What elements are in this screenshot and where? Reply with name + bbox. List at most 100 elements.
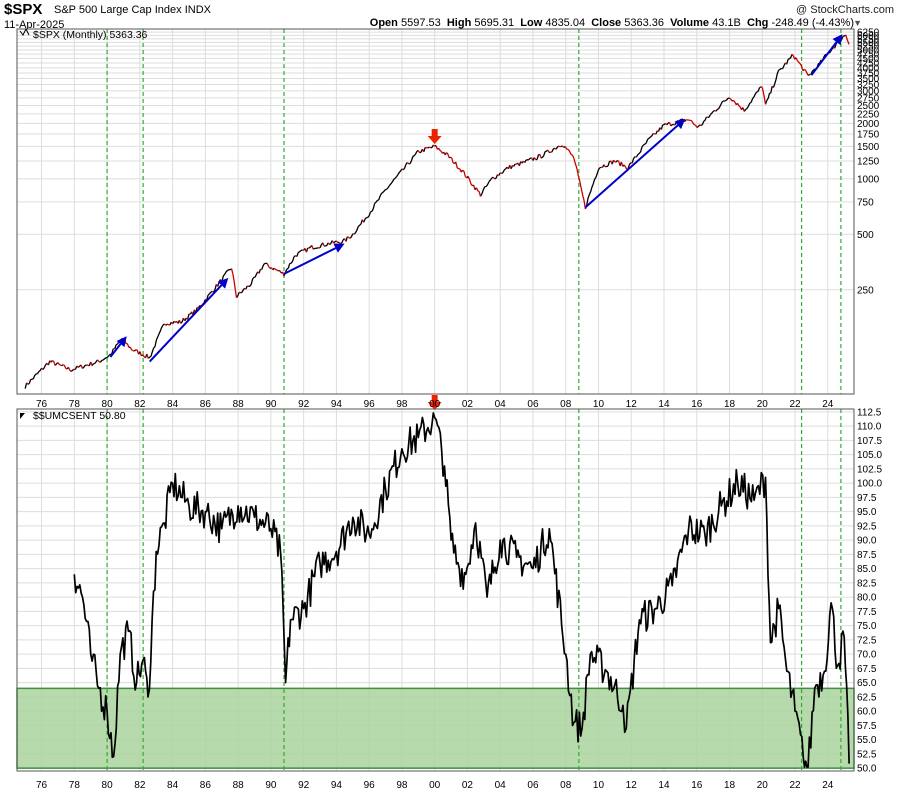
axis-labels: 6250600057505500525050004750450042504000… [36, 28, 882, 791]
price-x-tick-label: 94 [331, 399, 343, 410]
price-x-tick-label: 12 [626, 399, 638, 410]
security-name-text: S&P 500 Large Cap Index [54, 4, 182, 16]
price-x-tick-label: 24 [822, 399, 834, 410]
series-marker-icon [20, 413, 25, 419]
price-x-tick-label: 88 [233, 399, 245, 410]
price-peak-marker [427, 129, 442, 144]
price-panel-label: $SPX (Monthly) 5363.36 [33, 29, 148, 41]
price-y-tick-label: 2750 [857, 93, 880, 104]
trend-arrow-head [832, 34, 843, 46]
sentiment-x-tick-label: 00 [429, 780, 441, 791]
price-x-tick-label: 14 [658, 399, 670, 410]
price-panel-bg [17, 29, 854, 394]
sentiment-y-tick-label: 52.5 [857, 749, 877, 760]
price-y-tick-label: 4250 [857, 59, 880, 70]
sentiment-y-tick-label: 50.0 [857, 764, 877, 775]
price-y-tick-label: 5750 [857, 34, 880, 45]
price-x-tick-label: 92 [298, 399, 310, 410]
price-x-tick-label: 78 [69, 399, 81, 410]
price-x-tick-label: 98 [396, 399, 408, 410]
price-y-tick-label: 5000 [857, 46, 880, 57]
price-y-tick-label: 4000 [857, 63, 880, 74]
sentiment-x-tick-label: 98 [396, 780, 408, 791]
exchange-code: INDX [184, 4, 211, 16]
trend-arrow-head [217, 277, 229, 289]
sentiment-x-tick-label: 88 [233, 780, 245, 791]
price-x-tick-label: 84 [167, 399, 179, 410]
price-y-tick-label: 750 [857, 197, 874, 208]
price-x-tick-label: 76 [36, 399, 48, 410]
sentiment-x-tick-label: 76 [36, 780, 48, 791]
quote-bar: Open 5597.53 High 5695.31 Low 4835.04 Cl… [370, 17, 854, 29]
price-y-tick-label: 4750 [857, 50, 880, 61]
sentiment-x-tick-label: 18 [724, 780, 736, 791]
sentiment-peak-marker [427, 395, 442, 410]
trend-arrow-head [674, 118, 686, 130]
trend-arrow-line [283, 247, 337, 275]
stockcharts-credit[interactable]: @ StockCharts.com [796, 4, 894, 16]
security-name: S&P 500 Large Cap Index INDX [54, 4, 211, 16]
low-value: 4835.04 [545, 17, 586, 29]
trend-arrow-head [333, 243, 345, 253]
open-value: 5597.53 [400, 17, 441, 29]
price-y-tick-label: 6250 [857, 28, 880, 39]
price-y-tick-label: 2250 [857, 109, 880, 120]
sentiment-y-tick-label: 72.5 [857, 635, 877, 646]
open-label: Open [369, 17, 398, 29]
sentiment-series [73, 412, 850, 768]
sentiment-y-tick-label: 100.0 [857, 479, 882, 490]
price-x-tick-label: 82 [134, 399, 146, 410]
panel-frames [16, 28, 855, 772]
sentiment-y-tick-label: 107.5 [857, 436, 882, 447]
price-y-tick-label: 500 [857, 230, 874, 241]
price-y-tick-label: 2000 [857, 119, 880, 130]
price-x-tick-label: 10 [593, 399, 605, 410]
sentiment-x-tick-label: 80 [102, 780, 114, 791]
price-x-tick-label: 18 [724, 399, 736, 410]
price-panel-frame [16, 28, 855, 395]
trend-arrow-line [584, 124, 679, 209]
sentiment-x-tick-label: 24 [822, 780, 834, 791]
sentiment-x-tick-label: 02 [462, 780, 474, 791]
sentiment-y-tick-label: 112.5 [857, 407, 882, 418]
high-label: High [446, 17, 472, 29]
low-label: Low [520, 17, 543, 29]
sentiment-y-tick-label: 60.0 [857, 707, 877, 718]
price-y-tick-label: 1000 [857, 174, 880, 185]
sentiment-y-tick-label: 110.0 [857, 422, 882, 433]
sentiment-y-tick-label: 105.0 [857, 450, 882, 461]
trend-arrow-line [148, 284, 223, 363]
price-x-tick-label: 80 [102, 399, 114, 410]
sentiment-y-tick-label: 90.0 [857, 536, 877, 547]
sentiment-y-tick-label: 87.5 [857, 550, 877, 561]
sentiment-y-tick-label: 70.0 [857, 650, 877, 661]
high-value: 5695.31 [474, 17, 515, 29]
close-value: 5363.36 [624, 17, 665, 29]
sentiment-y-tick-label: 65.0 [857, 678, 877, 689]
sentiment-x-tick-label: 12 [626, 780, 638, 791]
price-x-tick-label: 08 [560, 399, 572, 410]
price-x-tick-label: 90 [265, 399, 277, 410]
price-y-tick-label: 1500 [857, 142, 880, 153]
price-series-up [24, 34, 847, 389]
price-x-tick-label: 06 [527, 399, 539, 410]
price-y-tick-label: 3500 [857, 74, 880, 85]
price-x-tick-label: 02 [462, 399, 474, 410]
price-y-tick-label: 1250 [857, 156, 880, 167]
sentiment-y-tick-label: 102.5 [857, 464, 882, 475]
sentiment-x-tick-label: 10 [593, 780, 605, 791]
price-x-tick-label: 96 [364, 399, 376, 410]
annotations [109, 34, 843, 410]
price-y-tick-label: 3000 [857, 86, 880, 97]
volume-value: 43.1B [712, 17, 741, 29]
price-y-tick-label: 5250 [857, 42, 880, 53]
chevron-down-icon[interactable]: ▼ [853, 18, 862, 28]
shaded-sentiment-band [16, 687, 855, 769]
chart-date: 11-Apr-2025 [4, 19, 65, 31]
price-y-tick-label: 6000 [857, 31, 880, 42]
sentiment-y-tick-label: 95.0 [857, 507, 877, 518]
price-y-tick-label: 4500 [857, 54, 880, 65]
sentiment-y-tick-label: 55.0 [857, 735, 877, 746]
price-x-tick-label: 04 [495, 399, 507, 410]
price-y-tick-label: 5500 [857, 38, 880, 49]
